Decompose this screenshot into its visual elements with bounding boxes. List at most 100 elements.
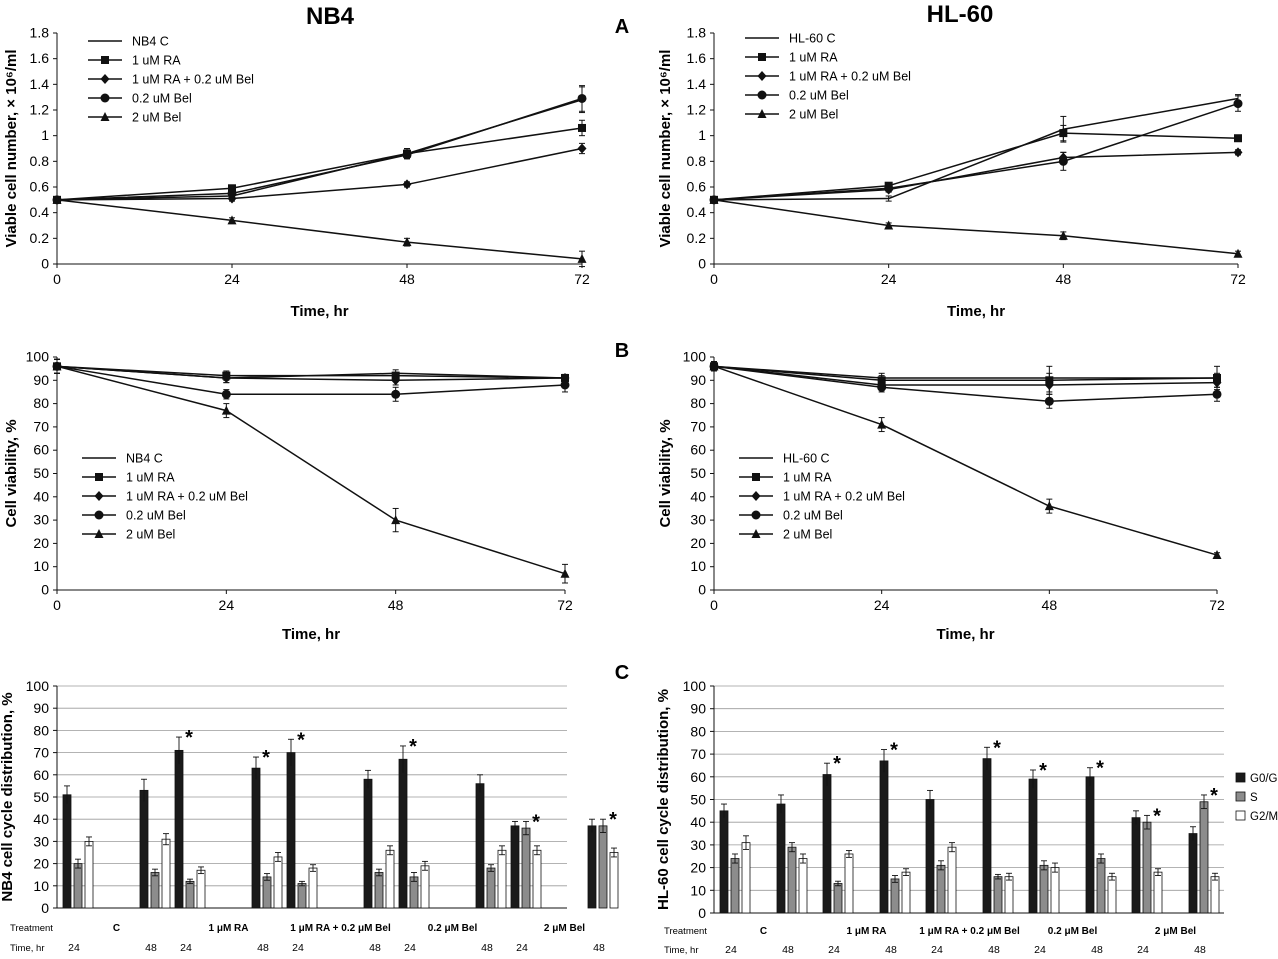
bar-s — [993, 876, 1003, 914]
y-tick-label: 60 — [33, 442, 49, 458]
treatment-label: 0.2 μM Bel — [1048, 926, 1098, 937]
legend-label: 0.2 uM Bel — [132, 92, 192, 106]
bar-s — [486, 867, 496, 909]
y-tick-label: 0.2 — [687, 230, 707, 246]
legend-marker — [100, 74, 110, 84]
legend-label: HL-60 C — [783, 452, 830, 466]
significance-star: * — [1153, 805, 1161, 827]
bar-g2m — [741, 842, 751, 914]
bar-s — [185, 880, 195, 909]
y-tick-label: 1.4 — [687, 76, 707, 92]
legend-swatch — [1235, 791, 1246, 802]
bar-chart-c_nb4: 0 10 20 30 40 50 60 70 80 90 100 NB4 cell cycle dis… — [0, 678, 619, 954]
legend-marker — [101, 56, 109, 64]
x-tick-label: 48 — [388, 597, 404, 613]
significance-star: * — [993, 737, 1001, 759]
data-point — [560, 568, 570, 578]
bar-g2m — [161, 838, 171, 909]
bar-g0g1 — [251, 767, 261, 909]
treatment-label: 1 μM RA + 0.2 μM Bel — [290, 923, 391, 934]
series-line — [56, 365, 566, 575]
time-label: 24 — [931, 944, 943, 956]
x-axis-label: Time, hr — [282, 626, 340, 643]
treatment-label: 2 μM Bel — [1155, 926, 1196, 937]
significance-star: * — [409, 736, 417, 758]
y-tick-label: 1 — [698, 127, 706, 143]
data-point — [402, 237, 412, 247]
y-tick-label: 60 — [690, 769, 706, 785]
series-3 — [709, 361, 1222, 409]
legend-label: S — [1250, 792, 1258, 804]
legend-label: 0.2 uM Bel — [126, 509, 186, 523]
y-tick-label: 20 — [33, 856, 49, 872]
data-point — [227, 215, 237, 225]
legend-marker — [95, 473, 103, 481]
legend-label: G0/G1 — [1250, 773, 1278, 785]
time-label: 24 — [1137, 944, 1149, 956]
legend-marker — [751, 529, 761, 538]
legend-label: 2 uM Bel — [783, 528, 832, 542]
x-tick-label: 24 — [881, 271, 897, 287]
time-label: 24 — [828, 944, 840, 956]
bar-g0g1 — [822, 774, 832, 914]
time-label: 24 — [516, 942, 528, 954]
bar-group-1: * 24 * 48 1 μM RA — [174, 727, 283, 954]
x-tick-label: 48 — [399, 271, 415, 287]
data-point — [221, 372, 231, 383]
x-tick-label: 24 — [219, 597, 235, 613]
y-tick-label: 100 — [683, 678, 707, 694]
series-line — [56, 147, 583, 201]
y-tick-label: 0.6 — [30, 179, 50, 195]
y-tick-label: 40 — [33, 811, 49, 827]
y-tick-label: 0 — [41, 582, 49, 598]
data-point — [877, 419, 887, 429]
data-point — [1058, 230, 1068, 240]
time-label: 48 — [481, 942, 493, 954]
y-tick-label: 1.2 — [30, 102, 50, 118]
y-tick-label: 30 — [33, 512, 49, 528]
x-tick-label: 24 — [224, 271, 240, 287]
significance-star: * — [185, 727, 193, 749]
bar-g0g1 — [139, 789, 149, 909]
time-label: 48 — [257, 942, 269, 954]
time-label: 24 — [1034, 944, 1046, 956]
time-label: 24 — [292, 942, 304, 954]
bar-s — [598, 825, 608, 909]
data-point — [228, 184, 236, 193]
time-label: 48 — [782, 944, 794, 956]
bar-s — [297, 883, 307, 909]
data-point — [391, 389, 401, 399]
title-hl60: HL-60 — [927, 1, 994, 28]
data-point — [577, 143, 587, 154]
bar-group-1: * 24 * 48 1 μM RA — [822, 740, 911, 956]
data-point — [1234, 134, 1242, 143]
bar-group-4: * 24 * 48 2 μM Bel — [1131, 785, 1220, 956]
bar-g0g1 — [879, 760, 889, 914]
legend-label: 1 uM RA — [132, 54, 181, 68]
data-point — [221, 389, 231, 399]
y-tick-label: 80 — [33, 395, 49, 411]
y-tick-label: 100 — [26, 678, 50, 694]
bar-group-3: * 24 * 48 0.2 μM Bel — [1028, 758, 1117, 956]
legend-marker — [94, 510, 104, 520]
series-line — [56, 365, 566, 396]
data-point — [577, 253, 587, 263]
bar-g2m — [1004, 876, 1014, 914]
x-tick-label: 24 — [874, 597, 890, 613]
bar-group-4: * 24 * 48 2 μM Bel — [510, 809, 619, 954]
x-tick-label: 72 — [1209, 597, 1225, 613]
legend-marker — [757, 71, 767, 81]
bar-g2m — [420, 865, 430, 909]
y-tick-label: 0.2 — [30, 230, 50, 246]
bar-group-0: 24 48 C — [719, 794, 808, 956]
bar-g0g1 — [62, 794, 72, 909]
data-point — [391, 515, 401, 525]
treatment-row-label: Treatment — [10, 923, 53, 934]
significance-star: * — [532, 811, 540, 833]
data-point — [578, 123, 586, 132]
series-line — [713, 365, 1218, 556]
y-axis-label: HL-60 cell cycle distribution, % — [655, 689, 672, 910]
y-tick-label: 30 — [33, 833, 49, 849]
line-chart-b_nb4: 0 10 20 30 40 50 60 70 80 90 100 0 24 48 72 Time, hr Cel… — [3, 349, 573, 644]
significance-star: * — [1039, 760, 1047, 782]
